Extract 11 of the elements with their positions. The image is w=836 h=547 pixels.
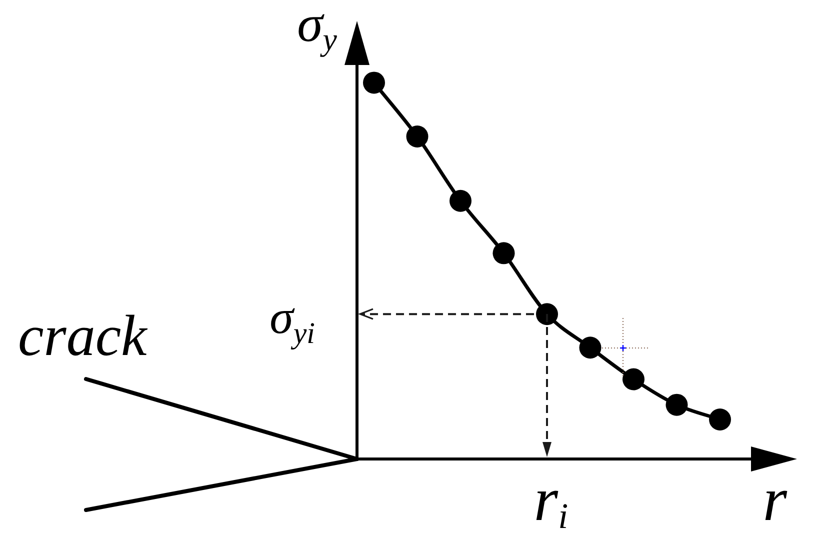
point [536,303,558,326]
text: crack [18,303,148,368]
point [492,242,515,264]
point [406,126,428,148]
point [622,368,644,390]
point [579,336,602,359]
x-axis-title: r [762,466,788,534]
point [450,190,472,212]
point [666,394,688,416]
point [363,72,385,94]
point [709,408,731,430]
